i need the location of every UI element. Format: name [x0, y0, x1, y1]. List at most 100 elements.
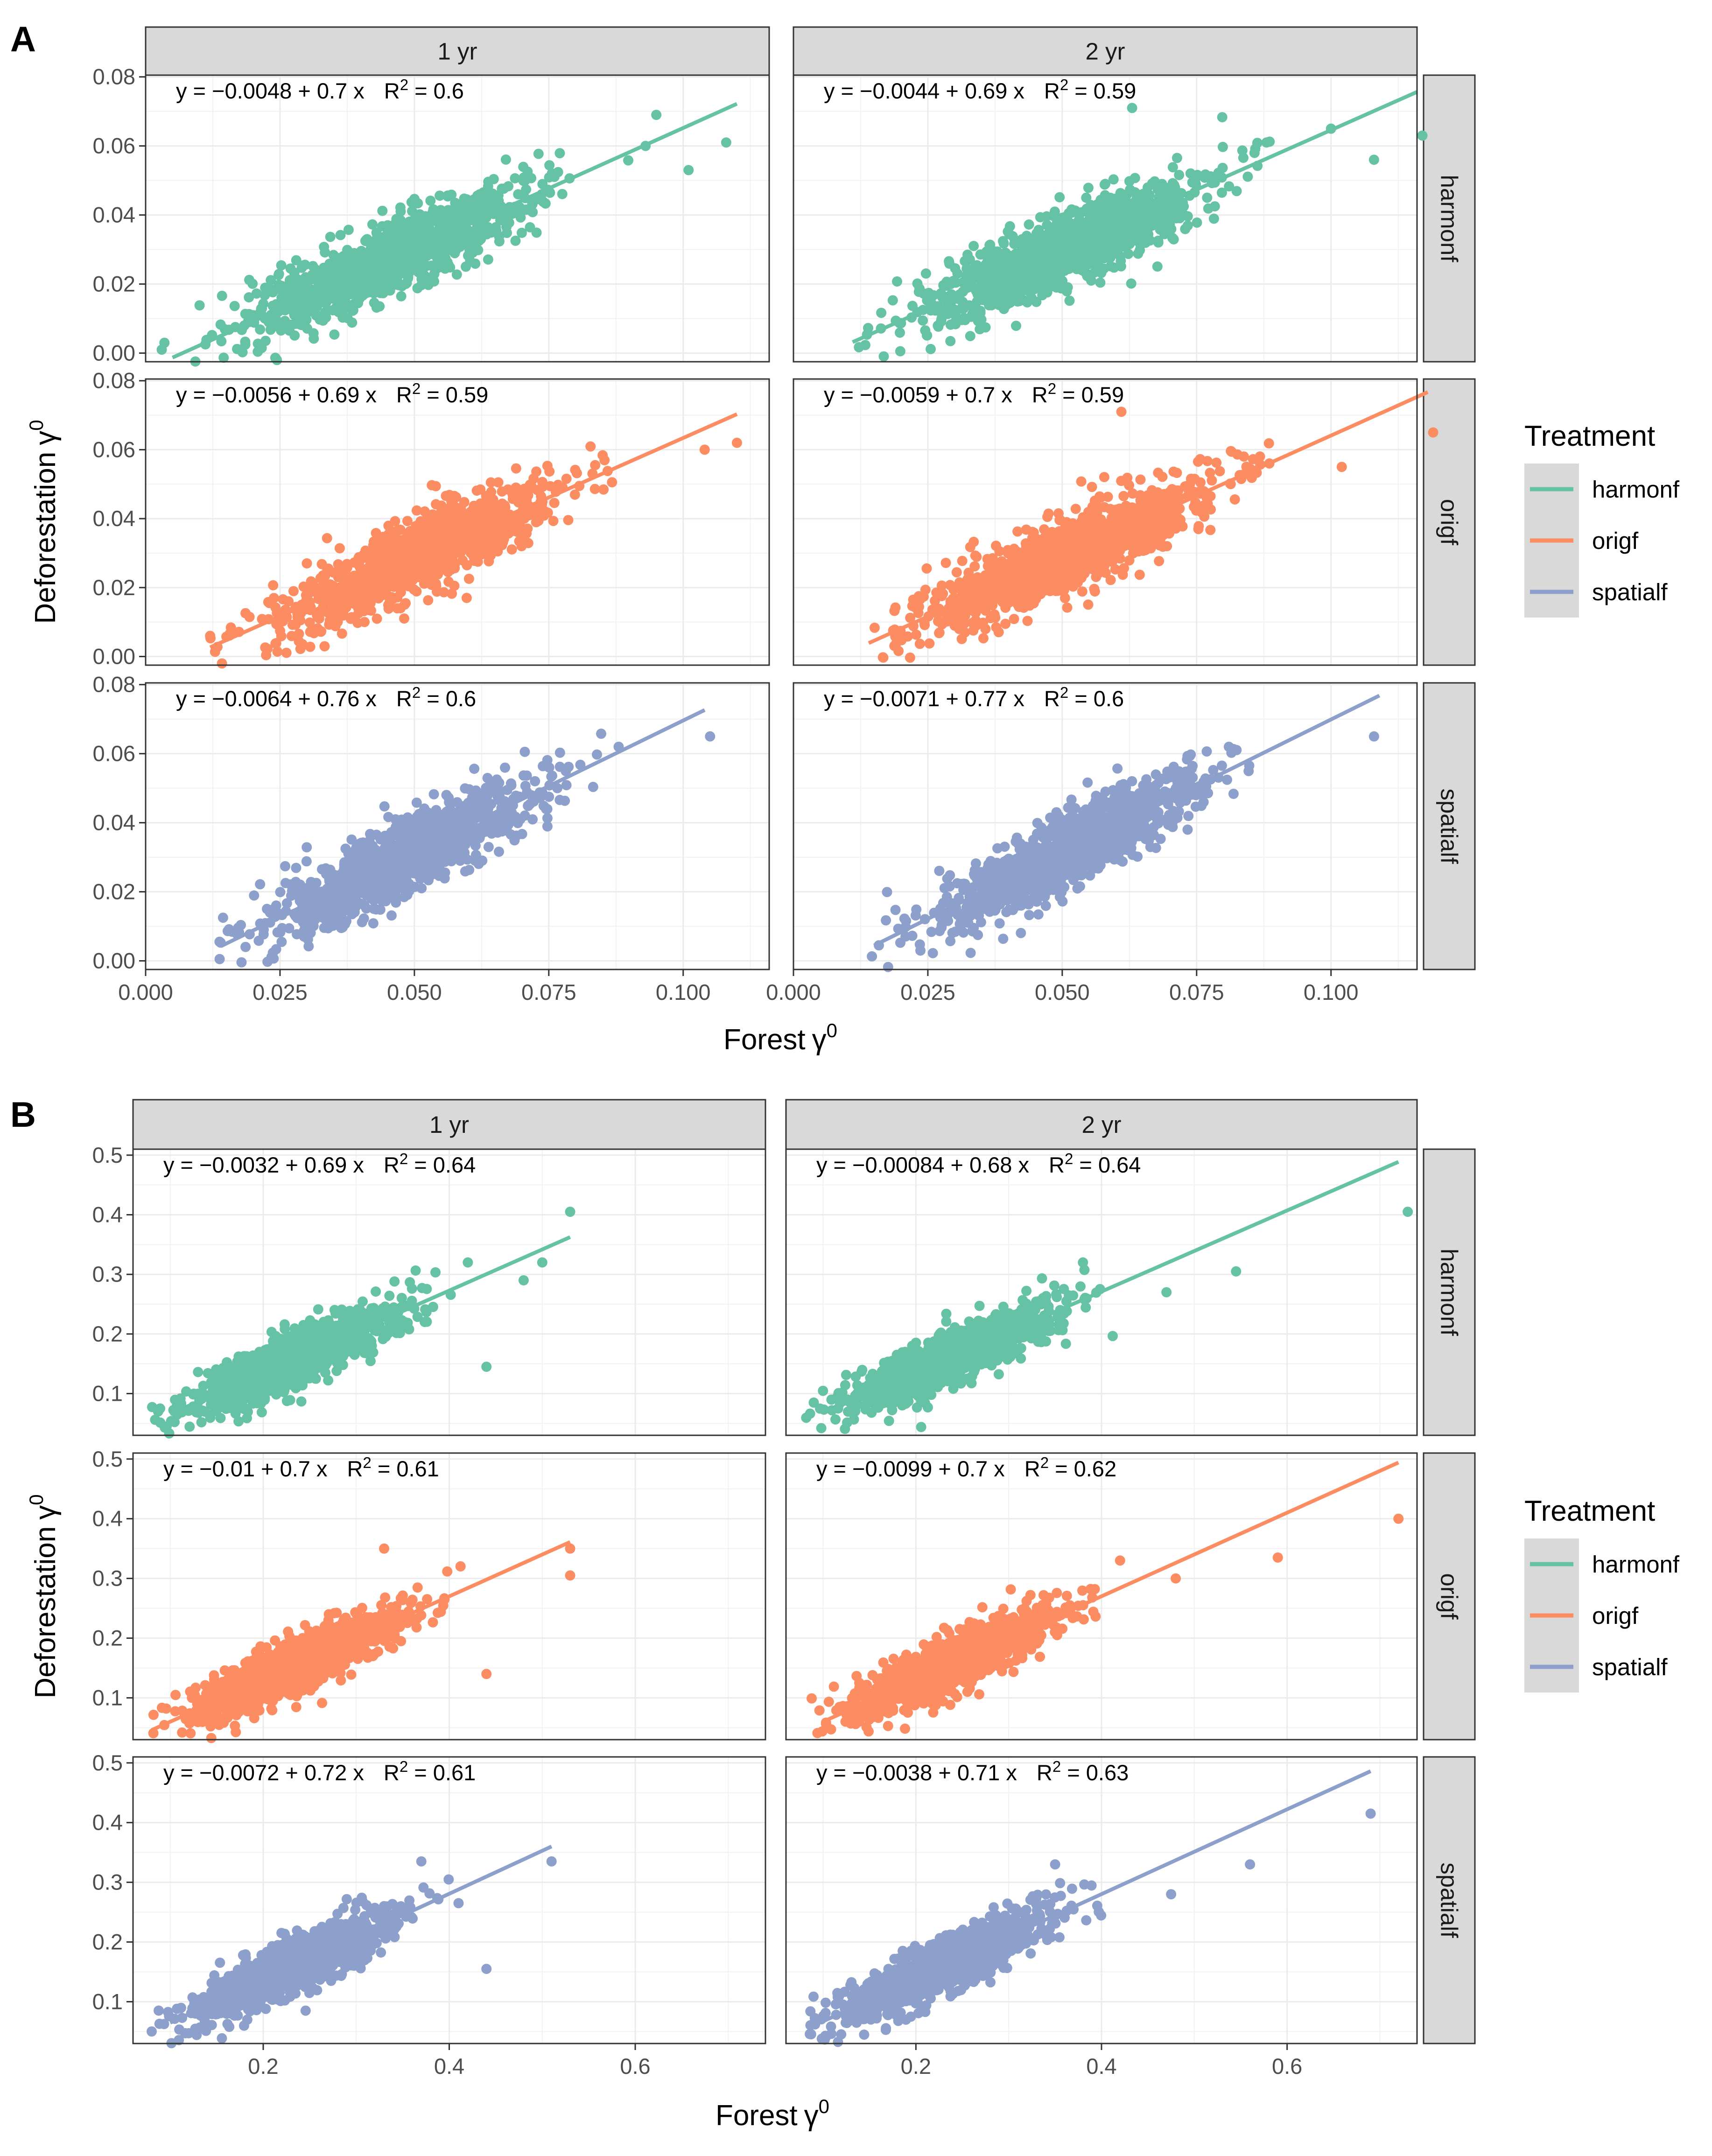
data-point [854, 342, 864, 352]
data-point [1083, 183, 1094, 193]
data-point [1076, 477, 1087, 487]
data-point [957, 297, 968, 307]
data-point [410, 560, 421, 570]
data-point [1130, 173, 1140, 183]
data-point [994, 627, 1004, 637]
data-point [468, 205, 478, 215]
data-point [1116, 256, 1126, 266]
data-point [486, 478, 496, 488]
data-point [1134, 193, 1144, 204]
data-point [936, 288, 946, 298]
data-point [892, 276, 902, 287]
data-point [978, 633, 989, 643]
r-squared-exponent: 2 [1048, 380, 1056, 397]
y-tick-label: 0.00 [93, 341, 135, 365]
data-point [217, 658, 227, 668]
data-point [511, 464, 521, 474]
data-point [316, 573, 326, 583]
data-point [531, 466, 541, 477]
data-point [1135, 569, 1145, 580]
data-point [497, 526, 507, 536]
data-point [1138, 505, 1149, 515]
data-point [257, 343, 267, 353]
data-point [945, 580, 955, 590]
data-point [195, 300, 205, 310]
data-point [918, 316, 928, 326]
data-point [378, 239, 388, 249]
data-point [432, 263, 442, 274]
data-point [425, 196, 435, 206]
data-point [958, 314, 968, 324]
data-point [266, 324, 276, 335]
data-point [367, 557, 378, 568]
data-point [683, 165, 694, 175]
data-point [1203, 204, 1214, 214]
data-point [1087, 482, 1097, 492]
panel-letter-A: A [10, 20, 36, 59]
data-point [445, 262, 455, 273]
data-point [367, 219, 378, 230]
data-point [1369, 155, 1379, 165]
data-point [255, 324, 265, 335]
data-point [1026, 293, 1037, 303]
data-point [1137, 237, 1148, 247]
data-point [1106, 237, 1116, 247]
data-point [1255, 451, 1265, 462]
data-point [511, 236, 521, 246]
data-point [1010, 250, 1020, 260]
data-point [1047, 542, 1058, 552]
data-point [1039, 580, 1050, 590]
data-point [700, 444, 710, 455]
data-point [983, 593, 993, 603]
r-squared-exponent: 2 [400, 76, 408, 93]
y-tick-label: 0.06 [93, 133, 135, 158]
data-point [1218, 142, 1228, 152]
data-point [998, 285, 1009, 295]
data-point [295, 644, 306, 654]
data-point [957, 634, 967, 644]
data-point [356, 277, 366, 287]
data-point [1119, 563, 1129, 573]
data-point [891, 603, 901, 613]
data-point [517, 541, 527, 551]
data-point [1083, 599, 1094, 610]
data-point [384, 604, 394, 614]
data-point [310, 273, 320, 283]
data-point [1055, 515, 1065, 525]
data-point [557, 189, 568, 199]
data-point [1066, 204, 1077, 215]
data-point [1092, 199, 1102, 210]
data-point [1172, 153, 1182, 163]
data-point [1035, 212, 1045, 222]
data-point [335, 543, 345, 554]
row-strip-label: harmonf [1436, 175, 1463, 262]
data-point [368, 548, 379, 558]
data-point [483, 222, 493, 232]
data-point [1215, 466, 1225, 477]
data-point [495, 215, 505, 225]
equation-formula: y = −0.0044 + 0.69 x [824, 78, 1024, 103]
data-point [1262, 137, 1272, 147]
data-point [372, 302, 382, 313]
data-point [989, 559, 999, 569]
data-point [1205, 525, 1215, 535]
data-point [286, 320, 296, 330]
data-point [1049, 528, 1059, 539]
data-point [905, 653, 915, 663]
data-point [380, 575, 391, 585]
data-point [1077, 586, 1088, 597]
data-point [944, 259, 954, 269]
data-point [275, 887, 285, 897]
data-point [382, 552, 393, 562]
data-point [302, 323, 312, 334]
data-point [549, 498, 560, 508]
data-point [1012, 527, 1023, 537]
data-point [895, 346, 905, 357]
data-point [519, 172, 529, 183]
data-point [1118, 491, 1129, 501]
data-point [1024, 219, 1034, 230]
data-point [1116, 407, 1127, 417]
